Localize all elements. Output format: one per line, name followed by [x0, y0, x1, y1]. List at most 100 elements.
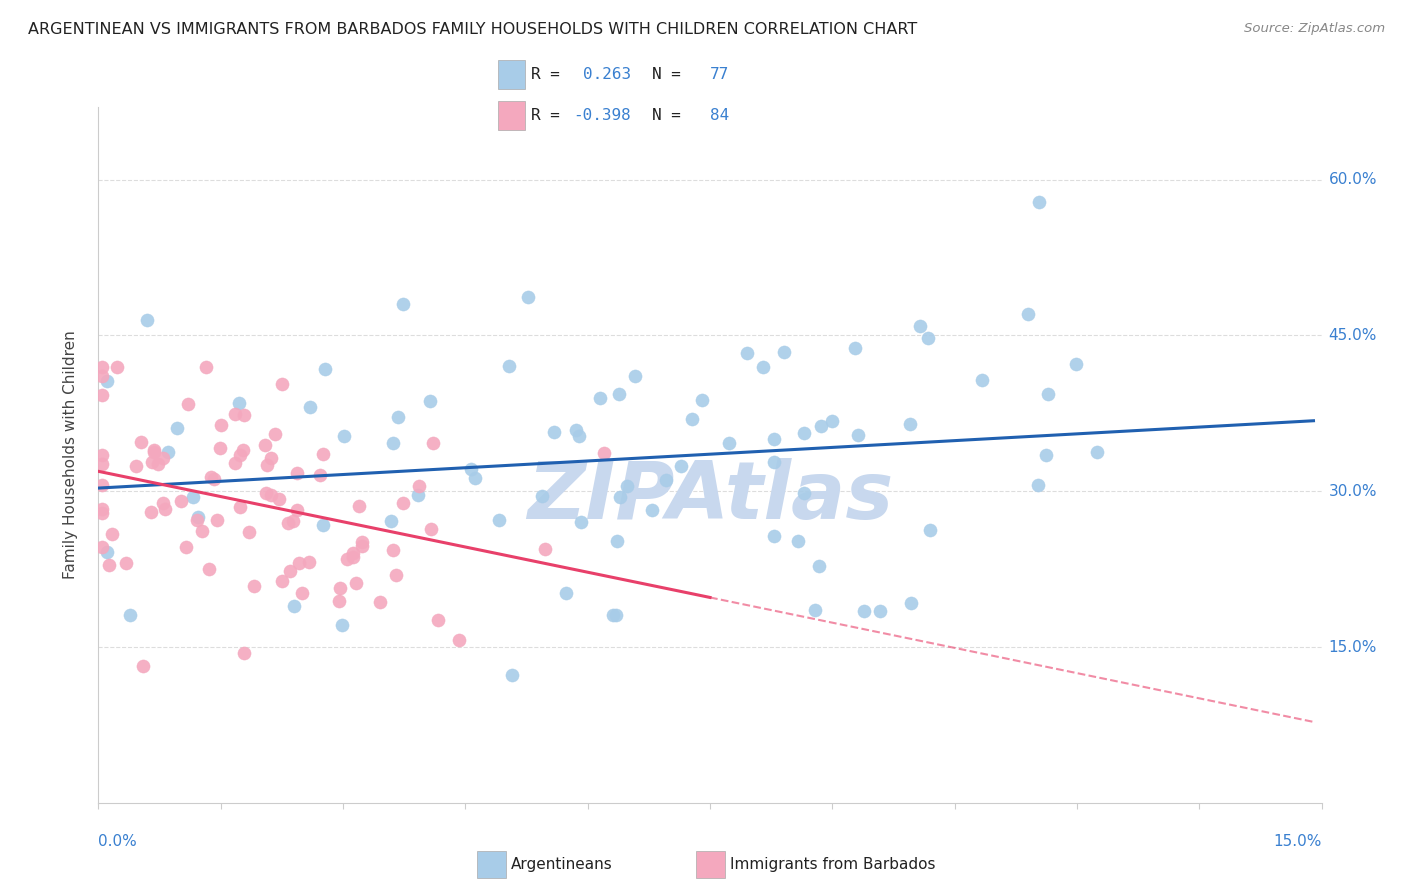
Point [1066, 357, 1088, 371]
Point [277, 516, 299, 531]
Point [460, 462, 482, 476]
Point [229, 448, 252, 462]
Point [329, 582, 352, 596]
Point [243, 580, 266, 594]
Point [564, 423, 586, 437]
Point [152, 451, 174, 466]
Point [278, 564, 301, 578]
Point [332, 429, 354, 443]
Text: ZIPAtlas: ZIPAtlas [527, 458, 893, 536]
Point [498, 359, 520, 373]
Text: 45.0%: 45.0% [1329, 328, 1376, 343]
Point [153, 501, 176, 516]
Bar [498, 101, 526, 130]
Point [336, 552, 359, 566]
Point [408, 479, 430, 493]
Text: 0.0%: 0.0% [98, 834, 138, 849]
Point [447, 632, 470, 647]
Point [141, 455, 163, 469]
Point [352, 534, 374, 549]
Point [224, 407, 246, 421]
Text: ARGENTINEAN VS IMMIGRANTS FROM BARBADOS FAMILY HOUSEHOLDS WITH CHILDREN CORRELAT: ARGENTINEAN VS IMMIGRANTS FROM BARBADOS … [28, 22, 917, 37]
Point [101, 527, 124, 541]
Point [91, 507, 114, 521]
Point [157, 445, 180, 459]
Point [382, 435, 405, 450]
Point [488, 513, 510, 527]
Text: 60.0%: 60.0% [1329, 172, 1376, 187]
Point [422, 435, 444, 450]
Point [406, 488, 429, 502]
Point [419, 394, 441, 409]
Point [314, 362, 336, 376]
Point [464, 471, 486, 485]
Point [254, 486, 277, 500]
Point [263, 427, 285, 442]
Point [238, 524, 260, 539]
Point [342, 546, 364, 560]
Point [605, 608, 627, 623]
Point [900, 596, 922, 610]
Point [91, 457, 114, 471]
Point [91, 369, 114, 384]
Point [385, 567, 408, 582]
Text: Argentineans: Argentineans [512, 857, 613, 871]
Point [328, 593, 350, 607]
Text: 15.0%: 15.0% [1329, 640, 1376, 655]
Point [690, 392, 713, 407]
Point [1085, 444, 1108, 458]
Text: R =: R = [531, 67, 569, 82]
Text: 30.0%: 30.0% [1329, 483, 1376, 499]
Point [910, 319, 932, 334]
Bar [696, 851, 725, 878]
Point [187, 510, 209, 524]
Point [1028, 477, 1050, 491]
Point [387, 410, 409, 425]
Point [763, 433, 786, 447]
Point [569, 515, 592, 529]
Point [309, 468, 332, 483]
Point [501, 667, 523, 681]
Point [568, 428, 591, 442]
Point [285, 503, 308, 517]
Point [330, 618, 353, 632]
Point [1028, 195, 1050, 210]
Point [283, 599, 305, 613]
Point [516, 290, 538, 304]
Point [146, 457, 169, 471]
Point [589, 391, 612, 405]
Point [616, 479, 638, 493]
Point [846, 428, 869, 442]
Point [91, 388, 114, 402]
Point [420, 522, 443, 536]
Point [820, 414, 842, 428]
Point [900, 417, 922, 432]
Text: N =: N = [652, 67, 690, 82]
Point [91, 541, 114, 555]
Point [810, 419, 832, 434]
Point [285, 466, 308, 480]
Point [131, 434, 153, 449]
Point [298, 555, 321, 569]
Point [256, 458, 278, 472]
Point [96, 374, 118, 388]
Point [970, 373, 993, 387]
Point [772, 344, 794, 359]
Point [346, 576, 368, 591]
Point [200, 470, 222, 484]
Text: Source: ZipAtlas.com: Source: ZipAtlas.com [1244, 22, 1385, 36]
Point [762, 455, 785, 469]
Text: 15.0%: 15.0% [1274, 834, 1322, 849]
Point [609, 490, 631, 504]
Point [260, 488, 283, 502]
Point [844, 342, 866, 356]
Point [195, 359, 218, 374]
Point [763, 529, 786, 543]
Point [143, 443, 166, 458]
Point [380, 514, 402, 528]
Point [641, 503, 664, 517]
Point [531, 490, 554, 504]
Point [287, 556, 309, 570]
Point [543, 425, 565, 439]
Text: 77: 77 [710, 67, 728, 82]
